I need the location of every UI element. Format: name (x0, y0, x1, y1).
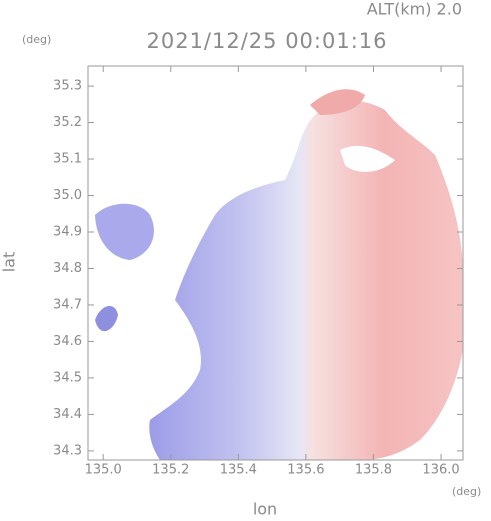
y-tick-label: 34.9 (53, 224, 82, 239)
echo-region (149, 100, 463, 460)
echo-region (310, 89, 365, 115)
chart-title: 2021/12/25 00:01:16 (146, 29, 387, 53)
x-unit: (deg) (452, 485, 481, 498)
y-tick-label: 34.6 (53, 334, 82, 349)
altitude-label: ALT(km) 2.0 (367, 0, 462, 19)
x-tick-label: 136.0 (422, 463, 459, 478)
x-tick-label: 135.2 (152, 463, 189, 478)
x-tick-label: 135.8 (355, 463, 392, 478)
echo-region (95, 203, 154, 260)
x-tick-label: 135.4 (220, 463, 257, 478)
echo-region (340, 145, 395, 172)
y-tick-label: 35.2 (53, 115, 82, 130)
y-tick-label: 34.4 (53, 407, 82, 422)
y-tick-label: 35.0 (53, 188, 82, 203)
echo-region (95, 305, 118, 332)
y-tick-label: 34.7 (53, 297, 82, 312)
y-axis-label: lat (0, 252, 19, 273)
y-tick-label: 34.5 (53, 370, 82, 385)
y-tick-label: 34.3 (53, 443, 82, 458)
y-tick-label: 35.3 (53, 79, 82, 94)
y-unit: (deg) (22, 33, 51, 46)
x-tick-label: 135.6 (287, 463, 324, 478)
y-tick-label: 34.8 (53, 261, 82, 276)
y-tick-label: 35.1 (53, 152, 82, 167)
radar-echo (95, 89, 463, 460)
x-tick-label: 135.0 (85, 463, 122, 478)
plot-frame (87, 65, 464, 461)
x-axis-label: lon (253, 500, 277, 519)
